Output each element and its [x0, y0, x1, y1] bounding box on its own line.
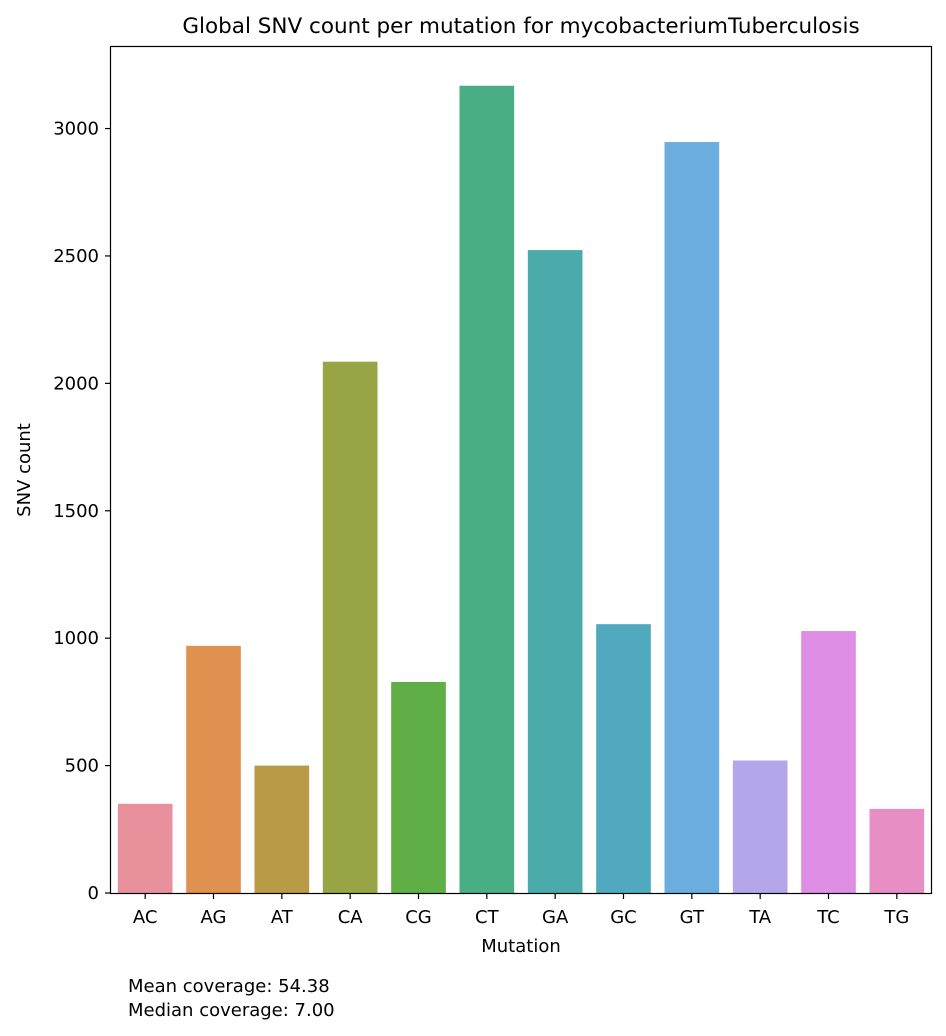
bar-ag [186, 645, 241, 893]
x-axis-ticks: AC AG AT CA CG CT GA GC GT TA TC TG [133, 893, 909, 928]
bar-at [254, 765, 310, 893]
bar-chart: Global SNV count per mutation for mycoba… [14, 14, 933, 957]
x-tick-label-ag: AG [201, 907, 227, 928]
x-axis-label: Mutation [481, 936, 561, 957]
x-tick-label-ta: TA [748, 907, 772, 928]
bar-ga [527, 250, 583, 894]
bar-gt [664, 142, 720, 894]
bars-group [117, 85, 925, 894]
x-tick-label-tg: TG [883, 907, 909, 928]
bar-cg [391, 682, 446, 893]
y-tick-label-0: 0 [88, 883, 99, 904]
y-axis-ticks: 0 500 1000 1500 2000 2500 3000 [53, 119, 111, 904]
median-coverage-text: Median coverage: 7.00 [128, 1000, 335, 1021]
bar-gc [596, 624, 651, 893]
x-tick-label-ga: GA [542, 907, 569, 928]
bar-ca [322, 361, 378, 893]
bar-ct [459, 85, 515, 894]
x-tick-label-gc: GC [610, 907, 637, 928]
x-tick-label-ca: CA [338, 907, 364, 928]
coverage-footnote: Mean coverage: 54.38 Median coverage: 7.… [128, 975, 335, 1023]
x-tick-label-at: AT [271, 907, 294, 928]
bar-ac [117, 803, 173, 893]
y-tick-label-1000: 1000 [53, 628, 99, 649]
x-tick-label-ct: CT [475, 907, 500, 928]
bar-tg [869, 808, 925, 893]
y-tick-label-2500: 2500 [53, 246, 99, 267]
plot-frame [109, 45, 933, 895]
mean-coverage-text: Mean coverage: 54.38 [128, 976, 330, 997]
x-tick-label-gt: GT [680, 907, 705, 928]
x-tick-label-ac: AC [133, 907, 158, 928]
y-axis-label: SNV count [14, 423, 35, 517]
chart-title: Global SNV count per mutation for mycoba… [182, 14, 859, 39]
bar-ta [732, 760, 788, 893]
y-tick-label-500: 500 [65, 756, 99, 777]
y-tick-label-2000: 2000 [53, 373, 99, 394]
y-tick-label-3000: 3000 [53, 119, 99, 140]
bar-tc [801, 631, 856, 893]
y-tick-label-1500: 1500 [53, 501, 99, 522]
x-tick-label-cg: CG [405, 907, 432, 928]
x-tick-label-tc: TC [816, 907, 840, 928]
